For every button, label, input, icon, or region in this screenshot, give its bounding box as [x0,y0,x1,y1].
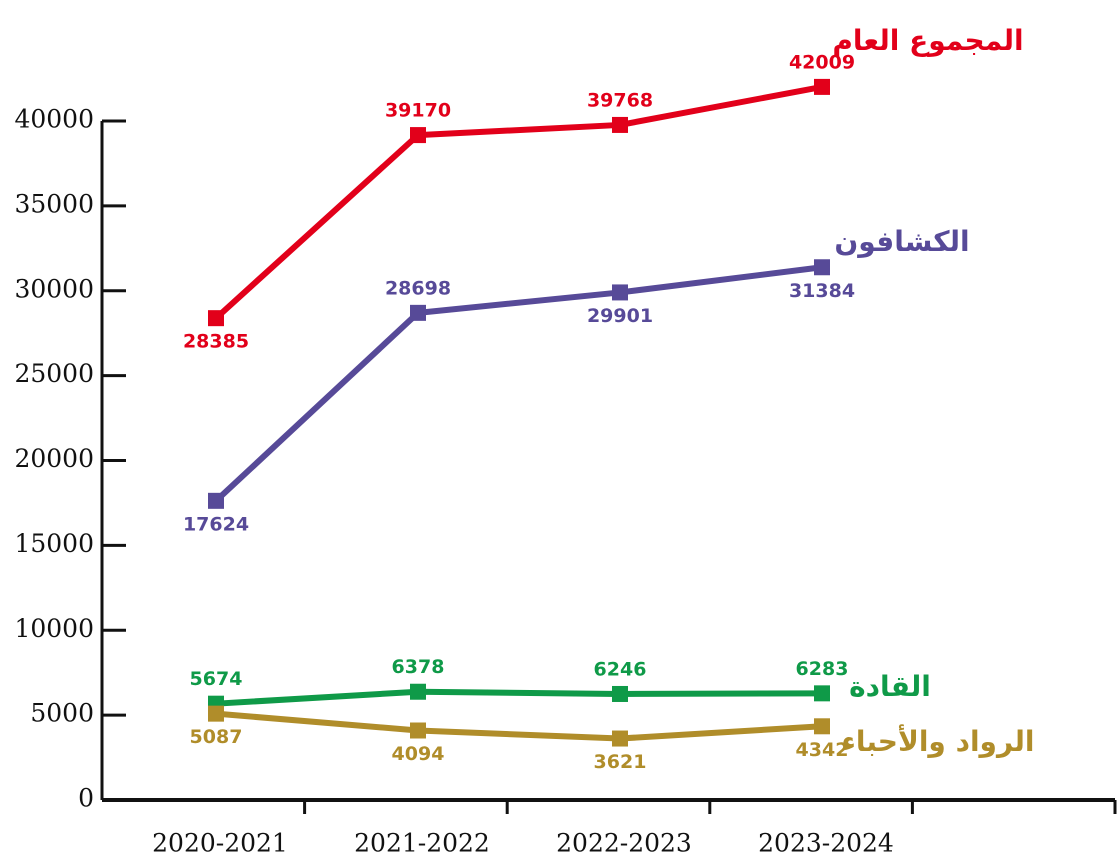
point [612,685,628,702]
point [612,284,628,301]
value-label: 6283 [796,658,849,680]
point [208,705,224,722]
point [410,683,426,700]
value-label: 6246 [594,658,647,680]
value-label: 28385 [183,331,249,353]
y-tick-label: 35000 [14,189,94,218]
y-tick-label: 0 [78,784,94,813]
x-tick-label: 2021-2022 [354,829,490,858]
point [814,259,830,276]
series-label: القادة [849,670,931,703]
point [208,310,224,327]
point [410,304,426,321]
y-tick-label: 25000 [14,359,94,388]
series-line [213,83,823,321]
value-label: 28698 [385,277,451,299]
point [814,718,830,735]
series-label: المجموع العام [832,24,1023,57]
point [814,78,830,95]
value-label: 42009 [789,51,855,73]
value-label: 31384 [789,280,855,302]
y-tick-label: 10000 [14,614,94,643]
point [410,722,426,739]
y-tick-label: 15000 [14,529,94,558]
value-label: 5674 [190,668,243,690]
value-label: 29901 [587,305,653,327]
point [814,685,830,702]
y-tick-label: 30000 [14,274,94,303]
series-line [213,264,823,504]
point [208,492,224,509]
x-tick-label: 2022-2023 [556,829,692,858]
value-label: 6378 [392,656,445,678]
y-tick-label: 20000 [14,444,94,473]
value-label: 4094 [392,743,445,765]
x-tick-label: 2020-2021 [152,829,288,858]
point [612,116,628,133]
series-line [215,688,823,707]
y-tick-label: 40000 [14,105,94,134]
value-label: 17624 [183,513,249,535]
x-tick-label: 2023-2024 [758,829,894,858]
value-label: 5087 [190,726,243,748]
series-line [215,710,823,742]
point [612,730,628,747]
series-label: الكشافون [834,225,969,258]
series-label: الرواد والأحباء [842,724,1035,758]
value-label: 39170 [385,100,451,122]
y-tick-label: 5000 [30,699,94,728]
value-label: 39768 [587,89,653,111]
value-label: 4342 [796,739,849,761]
point [410,127,426,144]
value-label: 3621 [594,751,647,773]
